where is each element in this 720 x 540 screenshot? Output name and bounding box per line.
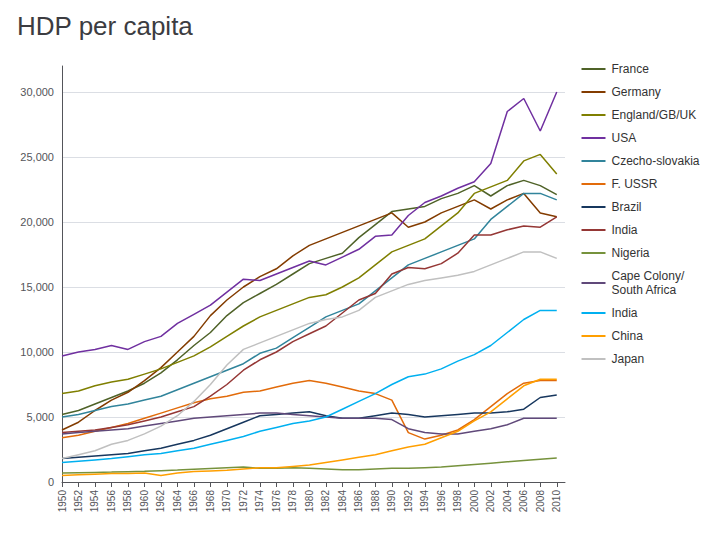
svg-text:1956: 1956 (106, 490, 117, 513)
svg-text:1984: 1984 (337, 490, 348, 513)
svg-text:1968: 1968 (205, 490, 216, 513)
svg-text:1998: 1998 (452, 490, 463, 513)
svg-text:1954: 1954 (89, 490, 100, 513)
svg-text:5,000: 5,000 (26, 411, 54, 423)
svg-text:France: France (612, 62, 650, 76)
svg-text:Nigeria: Nigeria (612, 246, 650, 260)
svg-text:2006: 2006 (518, 490, 529, 513)
svg-text:South Africa: South Africa (612, 283, 677, 297)
svg-text:F. USSR: F. USSR (612, 177, 658, 191)
svg-text:1996: 1996 (436, 490, 447, 513)
svg-text:Czecho-slovakia: Czecho-slovakia (612, 154, 700, 168)
svg-text:30,000: 30,000 (20, 86, 54, 98)
svg-text:1958: 1958 (122, 490, 133, 513)
svg-text:2008: 2008 (535, 490, 546, 513)
svg-text:0: 0 (48, 476, 54, 488)
svg-text:2004: 2004 (502, 490, 513, 513)
svg-text:20,000: 20,000 (20, 216, 54, 228)
svg-text:25,000: 25,000 (20, 151, 54, 163)
svg-text:Cape Colony/: Cape Colony/ (612, 269, 685, 283)
svg-text:1962: 1962 (155, 490, 166, 513)
svg-text:1990: 1990 (386, 490, 397, 513)
svg-text:Brazil: Brazil (612, 200, 642, 214)
svg-text:1982: 1982 (320, 490, 331, 513)
svg-text:2002: 2002 (485, 490, 496, 513)
svg-text:1952: 1952 (73, 490, 84, 513)
svg-text:1976: 1976 (271, 490, 282, 513)
svg-text:15,000: 15,000 (20, 281, 54, 293)
svg-text:1994: 1994 (419, 490, 430, 513)
svg-text:2000: 2000 (469, 490, 480, 513)
svg-text:HDP per capita: HDP per capita (17, 11, 193, 41)
svg-text:China: China (612, 329, 644, 343)
svg-text:1980: 1980 (304, 490, 315, 513)
svg-text:India: India (612, 223, 638, 237)
svg-text:1986: 1986 (353, 490, 364, 513)
svg-text:1992: 1992 (403, 490, 414, 513)
svg-text:USA: USA (612, 131, 637, 145)
svg-text:1950: 1950 (57, 490, 68, 513)
svg-text:1966: 1966 (188, 490, 199, 513)
svg-text:1964: 1964 (172, 490, 183, 513)
svg-text:1974: 1974 (254, 490, 265, 513)
svg-text:1978: 1978 (287, 490, 298, 513)
svg-text:10,000: 10,000 (20, 346, 54, 358)
svg-text:India: India (612, 306, 638, 320)
svg-text:1960: 1960 (139, 490, 150, 513)
svg-text:1970: 1970 (221, 490, 232, 513)
svg-text:1988: 1988 (370, 490, 381, 513)
svg-text:1972: 1972 (238, 490, 249, 513)
svg-text:England/GB/UK: England/GB/UK (612, 108, 697, 122)
svg-text:2010: 2010 (551, 490, 562, 513)
svg-text:Japan: Japan (612, 352, 645, 366)
svg-text:Germany: Germany (612, 85, 661, 99)
